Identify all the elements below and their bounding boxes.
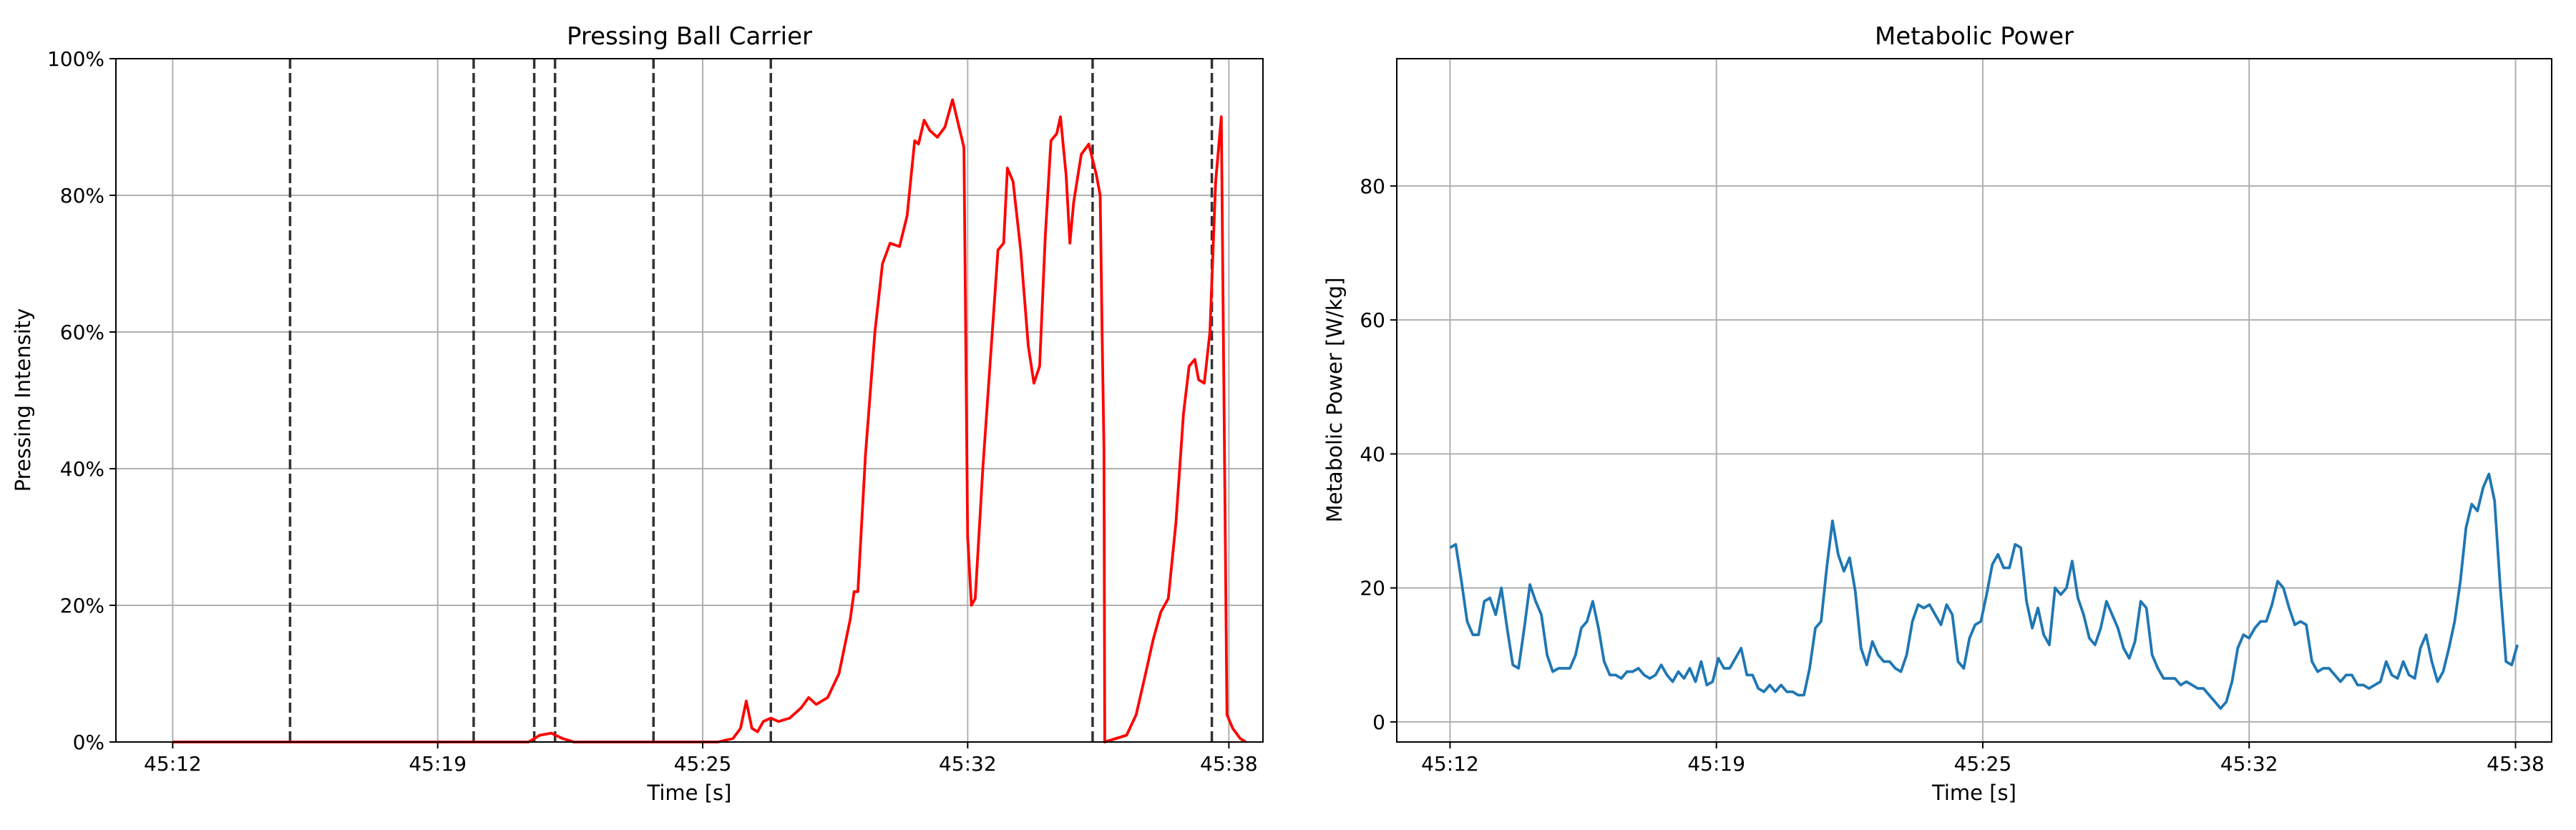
- metabolic-y-tick-label: 80: [1360, 175, 1385, 198]
- pressing-x-tick-label: 45:25: [674, 752, 732, 776]
- pressing-chart-ylabel: Pressing Intensity: [11, 308, 35, 492]
- pressing-series-line: [172, 98, 1247, 743]
- pressing-chart-plot-area: 45:12 45:19 45:25 45:32 45:38 0% 20% 40% 60% 80% 1…: [47, 47, 1264, 776]
- pressing-x-tick-label: 45:19: [409, 752, 467, 776]
- metabolic-chart-ylabel: Metabolic Power [W/kg]: [1322, 278, 1347, 523]
- pressing-x-tick-label: 45:32: [939, 752, 997, 776]
- metabolic-plot-frame: [1396, 58, 2552, 743]
- pressing-y-tick-label: 100%: [47, 47, 104, 71]
- metabolic-series-line: [1449, 472, 2519, 711]
- pressing-chart-xlabel: Time [s]: [647, 781, 732, 805]
- pressing-y-tick-label: 60%: [60, 321, 104, 344]
- metabolic-x-tick-label: 45:25: [1954, 752, 2012, 776]
- metabolic-y-tick-label: 60: [1360, 308, 1385, 332]
- pressing-chart-title: Pressing Ball Carrier: [567, 22, 812, 51]
- metabolic-chart-plot-area: 45:12 45:19 45:25 45:32 45:38 0 20 40 60 80: [1360, 58, 2552, 776]
- metabolic-y-tick-label: 40: [1360, 442, 1385, 466]
- metabolic-chart-xlabel: Time [s]: [1931, 781, 2016, 805]
- metabolic-x-tick-label: 45:12: [1421, 752, 1479, 776]
- pressing-y-tick-label: 80%: [60, 184, 104, 208]
- metabolic-chart-title: Metabolic Power: [1875, 22, 2074, 51]
- pressing-x-tick-label: 45:38: [1200, 752, 1258, 776]
- pressing-y-tick-label: 40%: [60, 457, 104, 481]
- metabolic-y-tick-label: 20: [1360, 577, 1385, 600]
- metabolic-chart: Metabolic Power Time [s] Metabolic Power…: [1322, 22, 2552, 805]
- pressing-y-tick-label: 0%: [73, 731, 104, 754]
- pressing-y-tick-label: 20%: [60, 594, 104, 617]
- pressing-plot-frame: [115, 58, 1264, 743]
- pressing-chart: Pressing Ball Carrier Time [s] Pressing …: [11, 22, 1264, 805]
- metabolic-y-tick-label: 0: [1372, 711, 1385, 734]
- pressing-x-tick-label: 45:12: [144, 752, 202, 776]
- metabolic-x-tick-label: 45:38: [2487, 752, 2545, 776]
- metabolic-x-tick-label: 45:19: [1687, 752, 1745, 776]
- metabolic-x-tick-label: 45:32: [2220, 752, 2278, 776]
